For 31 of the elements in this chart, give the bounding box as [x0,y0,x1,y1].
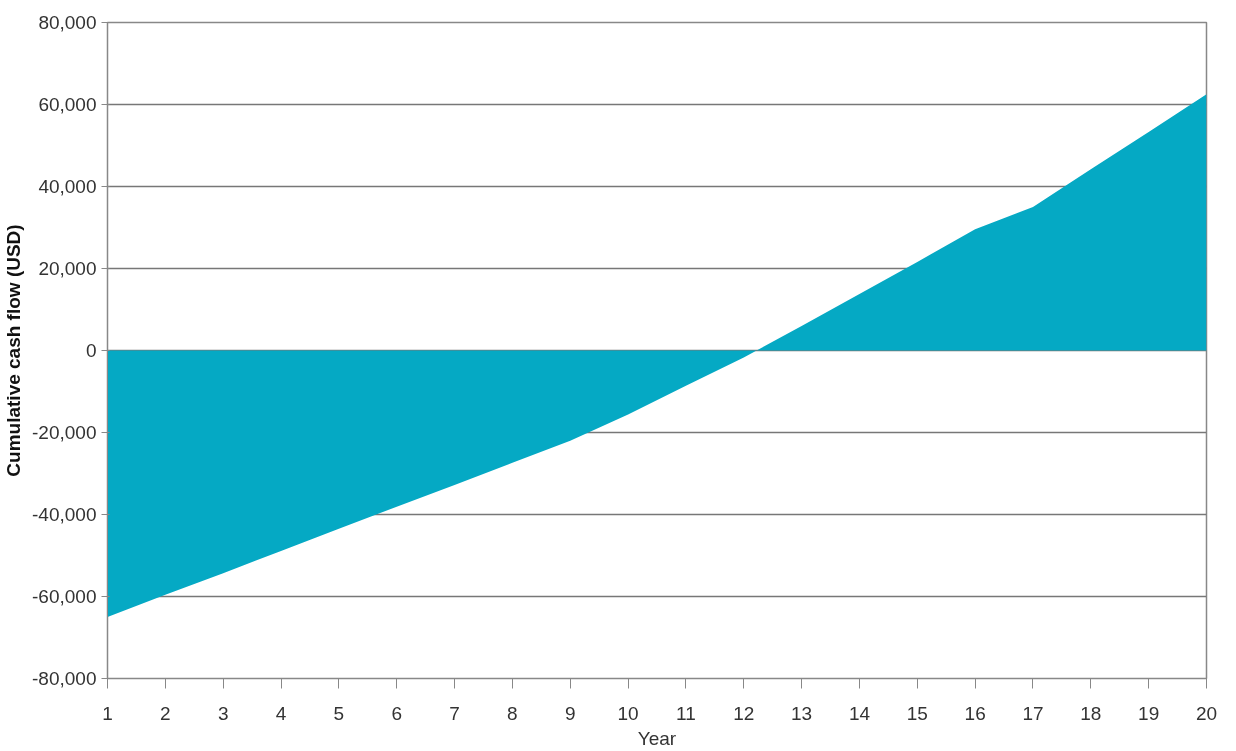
x-tick-label: 19 [1138,702,1160,724]
y-tick-label: 0 [85,340,97,361]
y-tick-label: -80,000 [32,668,97,689]
x-tick-label: 9 [564,702,576,724]
x-tick-label: 5 [333,702,345,724]
y-tick-label: -40,000 [32,504,97,525]
x-tick-label: 3 [217,702,229,724]
y-tick-label: -60,000 [32,586,97,607]
x-tick-label: 6 [391,702,403,724]
x-tick-label: 17 [1022,702,1044,724]
x-tick-label: 13 [791,702,813,724]
y-tick-label: 20,000 [38,258,97,279]
x-tick-label: 1 [102,702,113,724]
x-tick-label: 2 [160,702,171,724]
x-tick-label: 16 [964,702,986,724]
x-tick-label: 8 [507,702,518,724]
y-tick-label: 40,000 [38,176,97,197]
x-tick-label: 7 [449,702,460,724]
y-axis-title: Cumulative cash flow (USD) [3,224,25,477]
x-tick-label: 14 [848,702,871,724]
x-tick-label: 15 [906,702,928,724]
x-tick-label: 11 [676,702,696,724]
y-tick-label: -20,000 [32,422,97,443]
y-tick-label: 80,000 [38,12,97,33]
x-axis-title: Year [637,727,677,749]
y-tick-label: 60,000 [38,94,97,115]
x-tick-label: 12 [733,702,755,724]
x-tick-label: 4 [275,702,287,724]
x-tick-label: 20 [1195,702,1218,724]
x-tick-label: 18 [1080,702,1102,724]
x-tick-label: 10 [617,702,639,724]
